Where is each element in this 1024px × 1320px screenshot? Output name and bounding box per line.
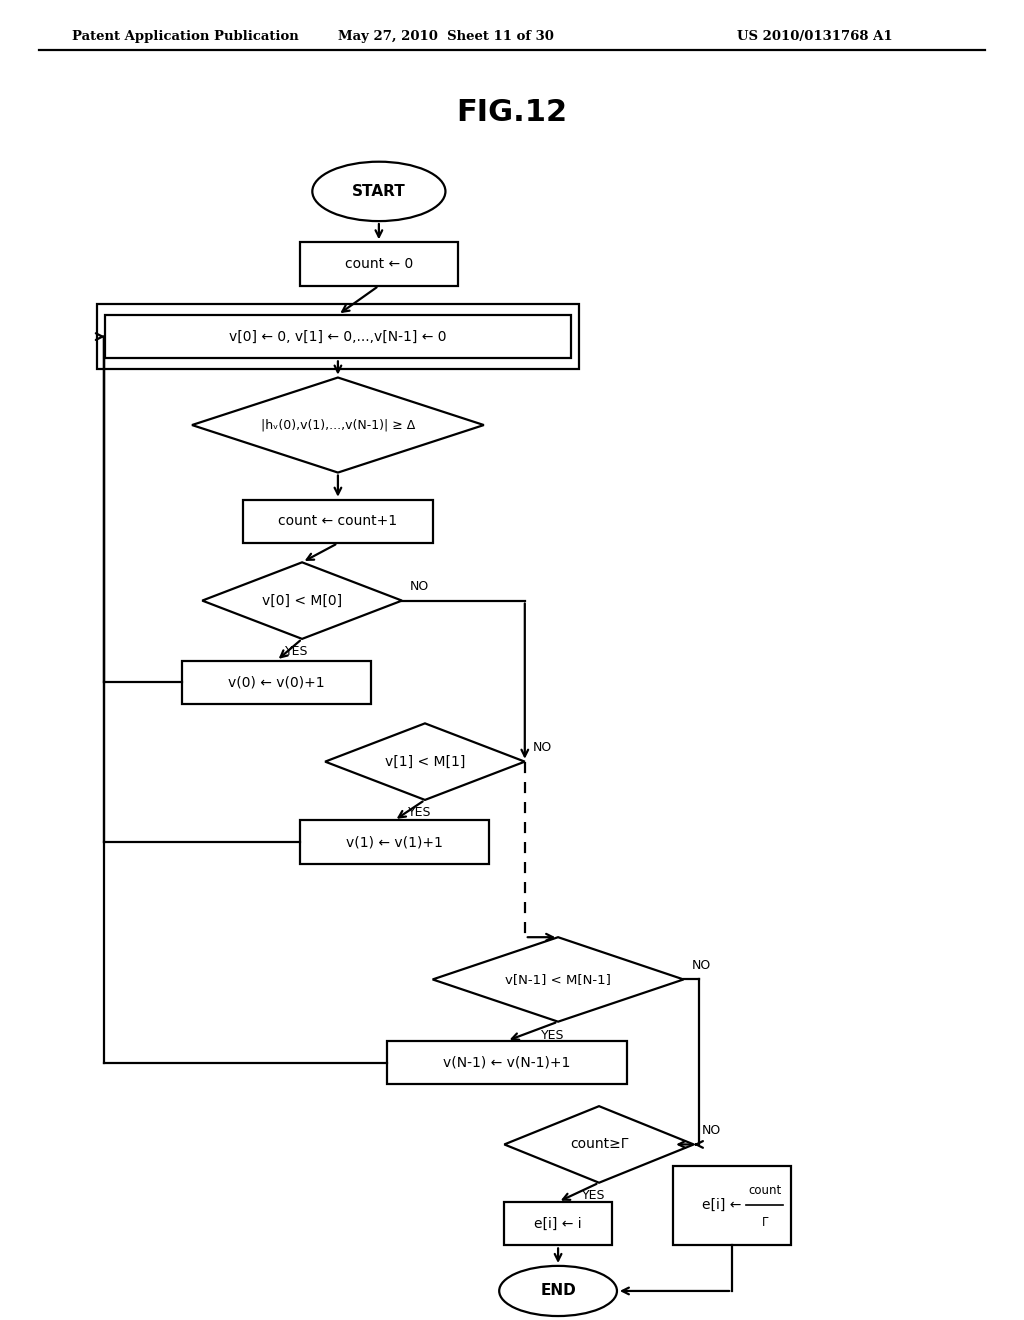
Text: e[i] ← i: e[i] ← i [535,1217,582,1230]
Text: count ← 0: count ← 0 [345,257,413,271]
Text: FIG.12: FIG.12 [457,98,567,127]
Text: Patent Application Publication: Patent Application Publication [72,30,298,44]
Text: |hᵥ(0),v(1),...,v(N-1)| ≥ Δ: |hᵥ(0),v(1),...,v(N-1)| ≥ Δ [261,418,415,432]
Text: May 27, 2010  Sheet 11 of 30: May 27, 2010 Sheet 11 of 30 [338,30,553,44]
Text: e[i] ←: e[i] ← [702,1199,741,1212]
Text: v(1) ← v(1)+1: v(1) ← v(1)+1 [346,836,442,849]
Text: v[0] ← 0, v[1] ← 0,...,v[N-1] ← 0: v[0] ← 0, v[1] ← 0,...,v[N-1] ← 0 [229,330,446,343]
Text: Γ: Γ [762,1216,768,1229]
Text: YES: YES [409,805,431,818]
Bar [105,314,571,358]
Bar [387,1040,627,1085]
Text: START: START [352,183,406,199]
Text: YES: YES [286,644,308,657]
Text: v[N-1] < M[N-1]: v[N-1] < M[N-1] [505,973,611,986]
Text: count: count [749,1184,781,1197]
Text: US 2010/0131768 A1: US 2010/0131768 A1 [737,30,893,44]
Bar [244,499,432,544]
Bar [96,304,580,368]
Bar [674,1166,791,1245]
Text: v[0] < M[0]: v[0] < M[0] [262,594,342,607]
Text: NO: NO [692,958,711,972]
Text: v(N-1) ← v(N-1)+1: v(N-1) ← v(N-1)+1 [443,1056,570,1069]
Text: NO: NO [410,579,429,593]
Text: END: END [541,1283,575,1299]
Text: YES: YES [542,1028,564,1041]
Bar [182,661,372,705]
Text: count≥Γ: count≥Γ [569,1138,629,1151]
Text: v[1] < M[1]: v[1] < M[1] [385,755,465,768]
Bar [505,1201,612,1246]
Bar [299,821,489,865]
Text: YES: YES [583,1188,605,1201]
Text: NO: NO [702,1123,721,1137]
Text: count ← count+1: count ← count+1 [279,515,397,528]
Bar [299,243,459,286]
Text: NO: NO [532,741,552,754]
Text: v(0) ← v(0)+1: v(0) ← v(0)+1 [228,676,325,689]
